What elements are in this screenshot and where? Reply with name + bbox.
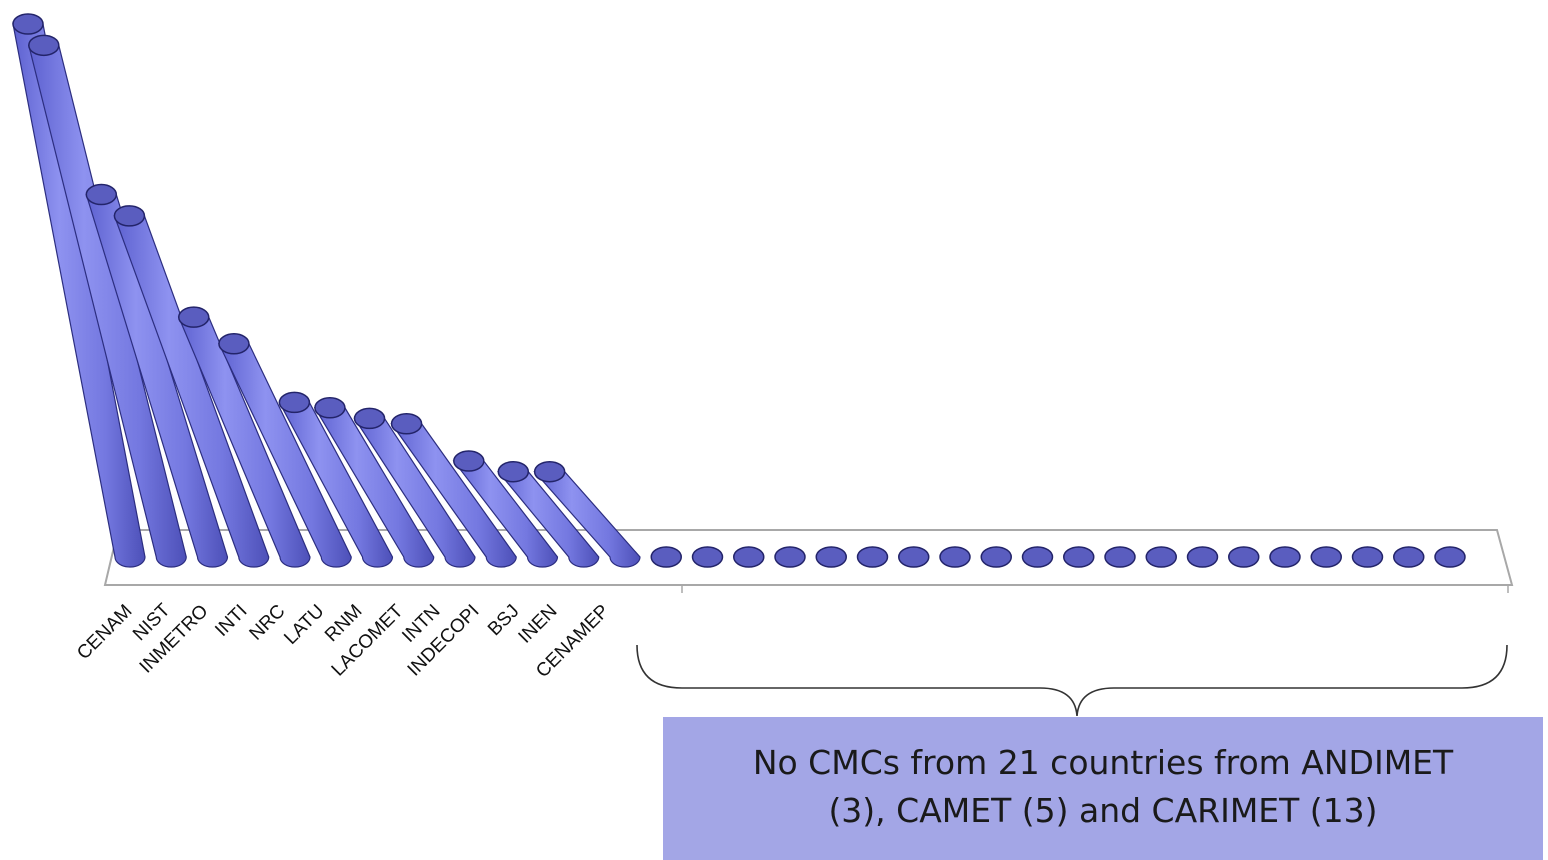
bar-body <box>113 215 270 568</box>
bar-body <box>452 460 559 568</box>
group-brace <box>636 644 1508 717</box>
bar-top <box>1145 546 1177 568</box>
bar-top <box>650 546 682 568</box>
bar-nist <box>28 34 187 568</box>
bar-top <box>178 306 210 328</box>
bar-top <box>898 546 930 568</box>
bar-top <box>453 450 485 472</box>
bar-top <box>1186 546 1219 568</box>
tick-label-nrc: NRC <box>246 601 290 645</box>
bar-body <box>177 316 311 568</box>
bar-series <box>12 13 1466 568</box>
bar-top <box>1351 546 1384 568</box>
bar-empty <box>774 546 806 568</box>
bar-empty <box>815 546 847 568</box>
bar-top <box>980 546 1012 568</box>
bar-empty <box>1145 546 1177 568</box>
bar-inti <box>113 205 270 568</box>
bar-top <box>278 391 311 414</box>
callout-line-2: (3), CAMET (5) and CARIMET (13) <box>828 791 1378 830</box>
bar-body <box>353 417 476 568</box>
bar-top <box>85 183 118 206</box>
bar-top <box>691 546 724 568</box>
tick-label-inen: INEN <box>515 601 562 648</box>
bar-empty <box>1021 546 1054 568</box>
bar-top <box>353 407 386 430</box>
bar-top <box>939 546 971 568</box>
bar-top <box>1310 546 1342 568</box>
bar-top <box>1228 546 1260 568</box>
bar-intn <box>353 407 476 568</box>
bar-body <box>497 471 600 568</box>
bar-empty <box>1063 546 1095 568</box>
bar-bsj <box>452 450 559 568</box>
bar-top <box>1393 546 1425 568</box>
bar-top <box>1063 546 1095 568</box>
bar-latu <box>217 333 352 568</box>
bar-empty <box>1351 546 1384 568</box>
bar-top <box>1269 546 1301 568</box>
bar-empty <box>733 546 765 568</box>
bar-top <box>28 34 60 57</box>
bar-empty <box>1269 546 1301 568</box>
bar-empty <box>691 546 724 568</box>
category-labels: CENAMNISTINMETROINTINRCLATURNMLACOMETINT… <box>73 599 613 682</box>
annotation-callout: No CMCs from 21 countries from ANDIMET (… <box>663 717 1543 860</box>
bar-rnm <box>278 391 394 568</box>
bar-empty <box>1104 546 1136 568</box>
bar-top <box>314 397 346 419</box>
bar-body <box>85 193 229 568</box>
bar-indecopi <box>390 413 517 568</box>
bar-body <box>12 23 146 568</box>
bar-top <box>1021 546 1054 568</box>
bar-empty <box>898 546 930 568</box>
tick-label-latu: LATU <box>280 601 328 649</box>
bar-body <box>533 471 641 568</box>
tick-label-inti: INTI <box>211 601 251 641</box>
bar-top <box>12 13 44 35</box>
bar-top <box>1104 546 1136 568</box>
bar-empty <box>1228 546 1260 568</box>
bar-top <box>774 546 806 568</box>
bar-empty <box>1393 546 1425 568</box>
bar-body <box>278 401 394 568</box>
bar-lacomet <box>313 397 435 568</box>
bar-cenamep <box>533 460 641 568</box>
bar-empty <box>1310 546 1342 568</box>
bar-empty <box>939 546 971 568</box>
bar-cenam <box>12 13 146 568</box>
bar-empty <box>856 546 889 568</box>
bar-body <box>390 423 517 568</box>
bar-top <box>497 460 530 483</box>
bar-top <box>113 205 146 227</box>
bar-top <box>733 546 765 568</box>
bar-inmetro <box>85 183 229 568</box>
bar-top <box>1434 546 1466 568</box>
bar-empty <box>980 546 1012 568</box>
bar-empty <box>1434 546 1466 568</box>
bar-body <box>28 44 187 568</box>
callout-line-1: No CMCs from 21 countries from ANDIMET <box>752 743 1454 782</box>
bar-top <box>390 413 423 435</box>
bar-body <box>217 343 352 568</box>
bar-empty <box>1186 546 1219 568</box>
bar-inen <box>497 460 600 568</box>
bar-top <box>815 546 847 568</box>
bar-top <box>856 546 889 568</box>
tick-label-cenam: CENAM <box>73 601 136 664</box>
bar-top <box>533 460 566 483</box>
bar-empty <box>650 546 682 568</box>
bar-nrc <box>177 306 311 568</box>
bar-top <box>218 333 250 355</box>
bar-body <box>313 407 435 568</box>
